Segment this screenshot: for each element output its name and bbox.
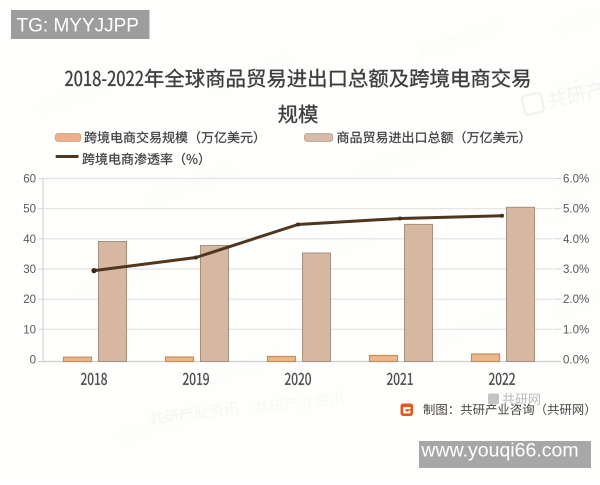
svg-text:10: 10: [23, 324, 36, 336]
svg-text:60: 60: [23, 174, 36, 186]
svg-text:4.0%: 4.0%: [563, 234, 589, 246]
svg-text:6.0%: 6.0%: [563, 174, 589, 186]
svg-text:30: 30: [23, 264, 36, 276]
svg-text:40: 40: [23, 234, 36, 246]
svg-text:1.0%: 1.0%: [563, 324, 589, 336]
svg-text:2.0%: 2.0%: [563, 294, 589, 306]
svg-text:50: 50: [23, 204, 36, 216]
svg-text:3.0%: 3.0%: [563, 264, 589, 276]
svg-text:www.youqi66.com: www.youqi66.com: [420, 440, 578, 462]
svg-text:TG: MYYJJPP: TG: MYYJJPP: [17, 16, 139, 37]
svg-text:0.0%: 0.0%: [563, 355, 589, 367]
svg-text:5.0%: 5.0%: [563, 204, 589, 216]
svg-text:0: 0: [30, 355, 36, 367]
svg-text:20: 20: [23, 294, 36, 306]
